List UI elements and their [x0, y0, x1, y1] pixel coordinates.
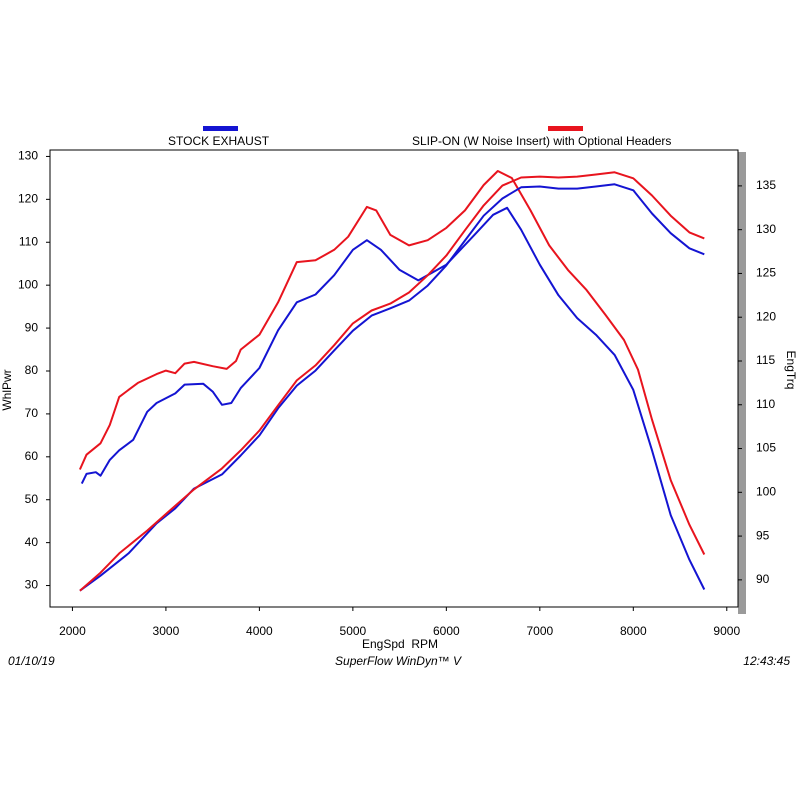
y-tick-label: 100 — [18, 277, 38, 291]
y-tick-label: 50 — [25, 492, 39, 506]
y-tick-label: 130 — [18, 149, 38, 163]
footer-software: SuperFlow WinDyn™ V — [335, 654, 462, 668]
y2-axis-label: EngTrq — [784, 351, 798, 390]
y2-tick-label: 105 — [756, 441, 776, 455]
y-axis-label: WhlPwr — [0, 369, 14, 410]
y2-tick-label: 135 — [756, 178, 776, 192]
power-torque-line — [80, 206, 706, 590]
y-tick-label: 40 — [25, 535, 39, 549]
y2-tick-label: 95 — [756, 528, 770, 542]
y2-tick-label: 110 — [756, 397, 775, 411]
y-tick-label: 60 — [25, 449, 39, 463]
y-tick-label: 90 — [25, 320, 39, 334]
x-tick-label: 5000 — [340, 624, 367, 638]
y2-tick-label: 90 — [756, 572, 770, 586]
x-tick-label: 9000 — [713, 624, 740, 638]
frame-shadow — [738, 152, 746, 614]
legend-label: SLIP-ON (W Noise Insert) with Optional H… — [412, 134, 671, 148]
y2-tick-label: 115 — [756, 353, 775, 367]
y-tick-label: 120 — [18, 192, 38, 206]
x-axis-label: EngSpd RPM — [362, 637, 438, 651]
power-torque-line — [79, 171, 705, 592]
y2-tick-label: 100 — [756, 484, 776, 498]
power-torque-line — [79, 183, 705, 592]
x-tick-label: 2000 — [59, 624, 86, 638]
y2-tick-label: 120 — [756, 309, 776, 323]
y-tick-label: 80 — [25, 363, 39, 377]
footer-time: 12:43:45 — [743, 654, 790, 668]
y2-tick-label: 125 — [756, 266, 776, 280]
y2-tick-label: 130 — [756, 222, 776, 236]
x-tick-label: 8000 — [620, 624, 647, 638]
legend-label: STOCK EXHAUST — [168, 134, 270, 148]
y-tick-label: 110 — [19, 234, 38, 248]
footer-date: 01/10/19 — [8, 654, 55, 668]
y-tick-label: 70 — [25, 406, 39, 420]
x-tick-label: 4000 — [246, 624, 273, 638]
x-tick-label: 3000 — [153, 624, 180, 638]
y-tick-label: 30 — [25, 578, 39, 592]
x-tick-label: 6000 — [433, 624, 460, 638]
legend-swatch — [203, 126, 238, 131]
plot-frame — [49, 149, 739, 608]
x-tick-label: 7000 — [526, 624, 553, 638]
legend-swatch — [548, 126, 583, 131]
power-torque-line — [78, 170, 706, 555]
